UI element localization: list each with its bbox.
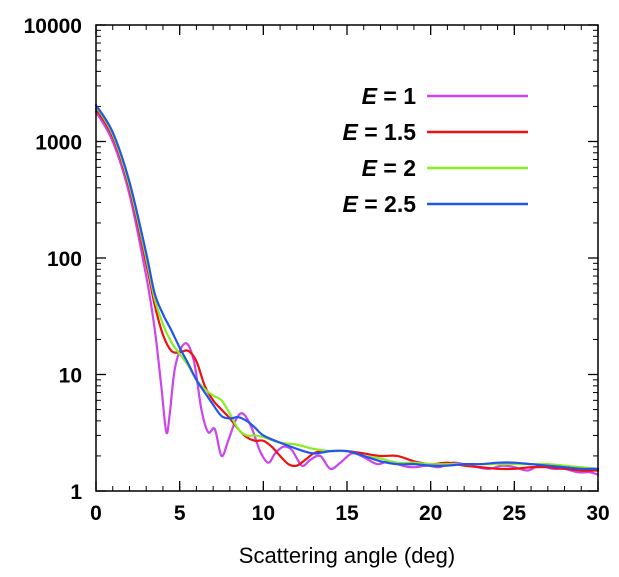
minor-ticks	[95, 25, 599, 491]
y-tick-label: 10	[59, 365, 82, 388]
series-line-1	[94, 110, 600, 476]
x-tick-label: 30	[586, 502, 609, 525]
x-tick-label: 0	[90, 502, 102, 525]
x-tick-labels: 0 5 10 15 20 25 30	[90, 502, 610, 525]
legend-value: = 1	[377, 83, 416, 109]
legend-variable: E	[362, 155, 378, 181]
y-tick-labels: 1 10 100 1000 10000	[24, 15, 83, 504]
plot-frame	[95, 24, 599, 492]
x-tick-label: 25	[503, 502, 527, 525]
legend-label: E = 2	[362, 155, 416, 181]
legend-item-1: E = 1	[362, 83, 528, 109]
legend: E = 1E = 1.5E = 2E = 2.5	[342, 83, 528, 217]
y-tick-label: 10000	[24, 15, 82, 38]
y-tick-label: 100	[47, 248, 82, 271]
legend-value: = 2	[377, 155, 416, 181]
legend-value: = 2.5	[358, 191, 416, 217]
x-tick-label: 5	[174, 502, 186, 525]
legend-label: E = 1	[362, 83, 417, 109]
legend-variable: E	[362, 83, 378, 109]
x-axis-title: Scattering angle (deg)	[239, 543, 455, 568]
legend-label: E = 1.5	[342, 119, 416, 145]
legend-item-4: E = 2.5	[342, 191, 528, 217]
x-tick-label: 10	[252, 502, 275, 525]
y-tick-label: 1	[70, 481, 82, 504]
legend-value: = 1.5	[358, 119, 416, 145]
series-lines	[94, 104, 600, 476]
series-line-4	[94, 104, 600, 471]
legend-item-2: E = 1.5	[342, 119, 528, 145]
x-tick-label: 20	[419, 502, 442, 525]
legend-variable: E	[342, 191, 358, 217]
legend-item-3: E = 2	[362, 155, 528, 181]
x-tick-label: 15	[335, 502, 359, 525]
series-line-3	[94, 105, 600, 470]
y-tick-label: 1000	[35, 132, 82, 155]
legend-variable: E	[342, 119, 358, 145]
legend-label: E = 2.5	[342, 191, 416, 217]
